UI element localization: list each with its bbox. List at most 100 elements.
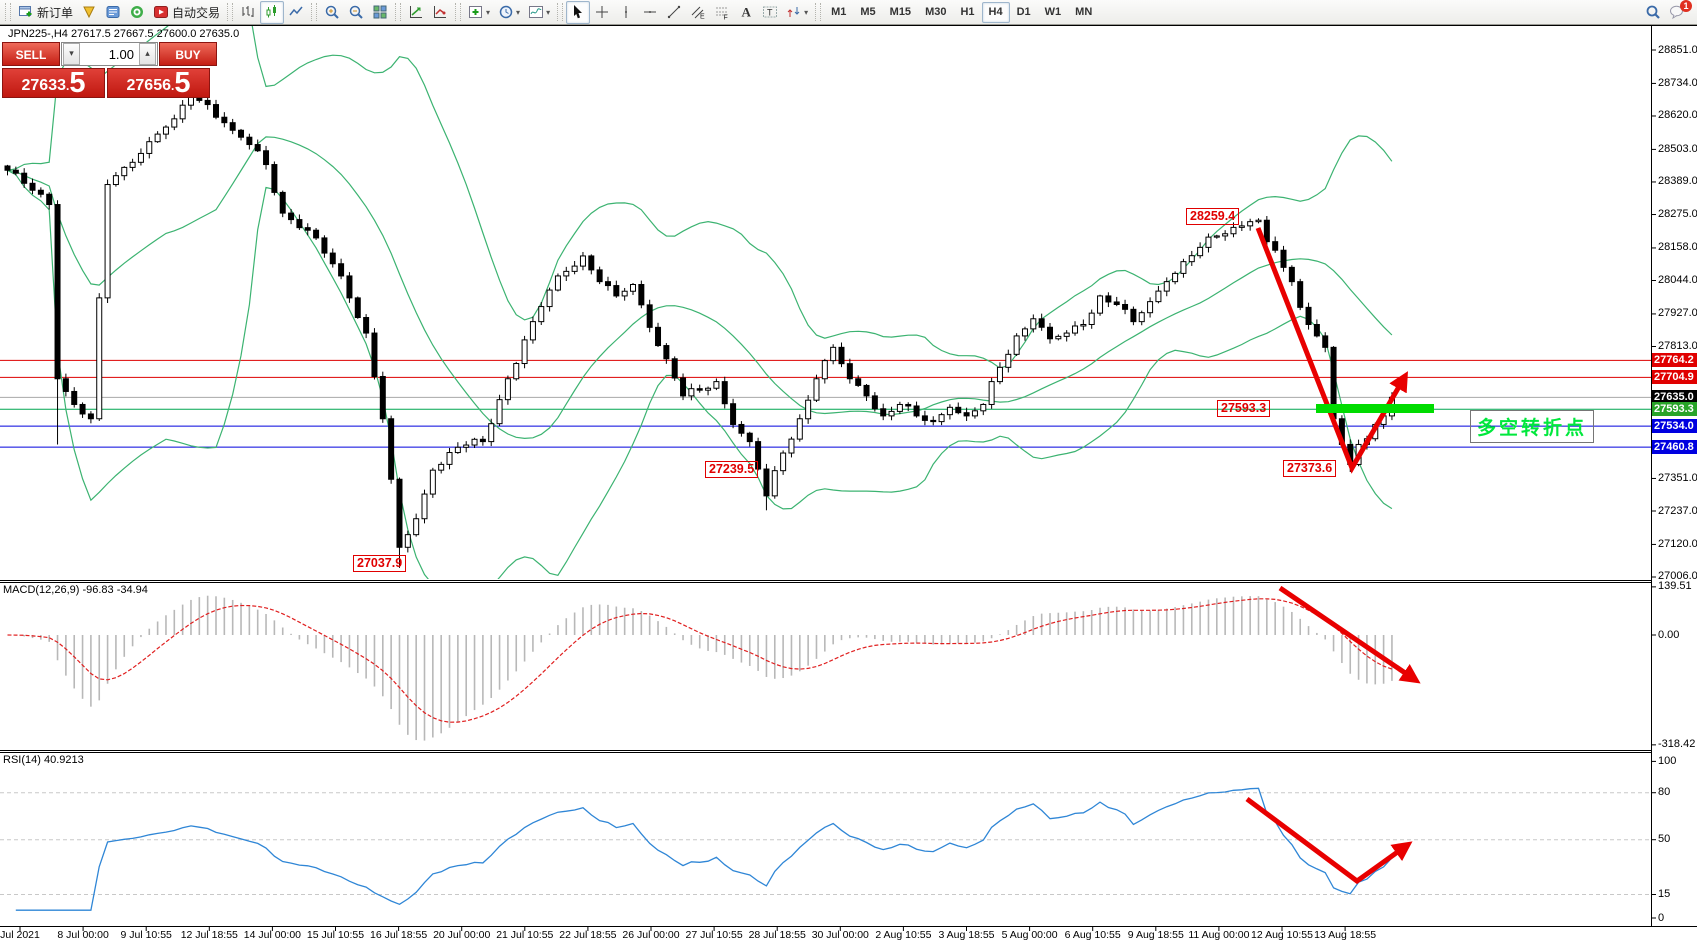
price-axis-tick: 28503.0 (1658, 142, 1697, 155)
price-annotation[interactable]: 27239.5 (705, 461, 759, 478)
template-icon (529, 6, 544, 18)
price-axis-tick: 28275.0 (1658, 208, 1697, 221)
candlestick-chart-button[interactable] (260, 0, 285, 24)
data-window-button[interactable] (101, 1, 125, 24)
date-axis-tick: 13 Aug 18:55 (1314, 929, 1377, 941)
timeframe-MN[interactable]: MN (1075, 5, 1093, 18)
auto-trading-button-label: 自动交易 (172, 5, 221, 20)
volume-decrease-button[interactable]: ▾ (63, 43, 80, 65)
date-axis-tick: 26 Jul 00:00 (622, 929, 680, 941)
buy-price[interactable]: 27656.5 (107, 68, 210, 98)
price-tag: 27534.0 (1652, 419, 1697, 434)
timeframe-M1[interactable]: M1 (831, 5, 847, 18)
template-button[interactable]: ▾ (524, 1, 554, 24)
price-axis-tick: 28734.0 (1658, 76, 1697, 89)
auto-trading-icon (154, 6, 169, 18)
period-button[interactable]: ▾ (494, 1, 524, 24)
timeframe-D1[interactable]: D1 (1016, 5, 1031, 18)
crosshair-button[interactable] (590, 1, 614, 24)
text-button[interactable]: A (734, 1, 758, 24)
price-annotation[interactable]: 27373.6 (1283, 460, 1337, 477)
buy-button[interactable]: BUY (159, 42, 217, 66)
volume-increase-button[interactable]: ▴ (139, 43, 156, 65)
date-axis-tick: 3 Aug 18:55 (938, 929, 995, 941)
timeframe-M30[interactable]: M30 (925, 5, 947, 18)
date-axis-tick: 28 Jul 18:55 (748, 929, 806, 941)
sell-price[interactable]: 27633.5 (2, 68, 105, 98)
bars-icon (242, 6, 254, 17)
price-axis-tick: 27927.0 (1658, 307, 1697, 320)
line-chart-button[interactable] (284, 1, 308, 24)
date-axis-tick: 16 Jul 18:55 (369, 929, 428, 941)
shapes-button[interactable]: ▾ (782, 1, 812, 24)
dropdown-arrow-icon: ▾ (804, 7, 809, 17)
fibo-icon: F (716, 7, 729, 21)
equidistant-channel-button[interactable]: E (686, 1, 710, 24)
price-axis-tick: 27120.0 (1658, 537, 1697, 550)
rsi-axis-tick: 0 (1658, 911, 1665, 924)
linechart-icon (289, 6, 303, 16)
search-icon (1646, 5, 1660, 19)
svg-text:E: E (700, 14, 705, 21)
chart-shift-button[interactable] (428, 1, 452, 24)
timeframe-W1[interactable]: W1 (1044, 5, 1062, 18)
bar-chart-button[interactable] (236, 1, 260, 24)
toolbar-separator (311, 3, 318, 21)
price-annotation[interactable]: 28259.4 (1186, 208, 1240, 225)
chart-title: JPN225-,H4 27617.5 27667.5 27600.0 27635… (8, 28, 240, 40)
zoom-out-button[interactable] (344, 1, 368, 24)
horizontal-line-button[interactable] (638, 1, 662, 24)
trendline-icon (667, 5, 681, 19)
rsi-axis-tick: 50 (1658, 833, 1671, 846)
timeframe-H1[interactable]: H1 (960, 5, 975, 18)
profile-tick-icon (434, 6, 447, 18)
vline-icon (625, 6, 628, 18)
zoom-out-icon (349, 5, 363, 19)
market-watch-button[interactable] (77, 1, 101, 24)
timeframe-M15[interactable]: M15 (889, 5, 912, 18)
macd-axis-tick: 0.00 (1658, 628, 1680, 641)
turning-point-label[interactable]: 多空转折点 (1470, 410, 1595, 443)
auto-scroll-button[interactable] (404, 1, 428, 24)
vertical-line-button[interactable] (614, 1, 638, 24)
timeframe-M5[interactable]: M5 (860, 5, 876, 18)
price-tag: 27593.3 (1652, 402, 1697, 417)
text-icon: A (742, 5, 752, 20)
sell-button[interactable]: SELL (2, 42, 60, 66)
price-annotation[interactable]: 27593.3 (1217, 400, 1271, 417)
add-indicator-button[interactable]: ▾ (464, 1, 494, 24)
support-highlight-bar[interactable] (1316, 404, 1434, 413)
tile-windows-button[interactable] (368, 1, 392, 24)
trendline-button[interactable] (662, 1, 686, 24)
date-axis-tick: 15 Jul 10:55 (306, 929, 365, 941)
text-label-button[interactable]: T (758, 1, 782, 24)
price-annotation[interactable]: 27037.9 (353, 555, 407, 572)
date-axis-tick: 5 Aug 00:00 (1001, 929, 1058, 941)
signals-icon (131, 6, 144, 18)
timeframe-H4[interactable]: H4 (981, 1, 1010, 23)
period-icon (499, 5, 513, 19)
date-axis-tick: 14 Jul 00:00 (243, 929, 301, 941)
svg-text:F: F (724, 15, 728, 21)
notifications-button[interactable]: 1 (1665, 0, 1692, 24)
tile-icon (373, 5, 387, 19)
new-order-button-label: 新订单 (37, 5, 74, 20)
new-order-button[interactable]: 新订单 (14, 1, 77, 24)
price-tag: 27635.0 (1652, 390, 1697, 405)
cursor-button[interactable] (566, 0, 591, 24)
volume-input[interactable] (81, 45, 138, 63)
search-button[interactable] (1641, 1, 1665, 24)
signals-button[interactable] (125, 1, 149, 24)
date-axis-tick: 12 Aug 10:55 (1251, 929, 1313, 941)
price-axis-tick: 28851.0 (1658, 43, 1697, 56)
date-axis-tick: 9 Jul 10:55 (120, 929, 172, 941)
data-window-icon (106, 6, 120, 18)
auto-trading-button[interactable]: 自动交易 (149, 1, 224, 24)
fibonacci-button[interactable]: F (710, 1, 734, 24)
zoom-in-button[interactable] (320, 1, 344, 24)
date-axis-tick: 27 Jul 10:55 (685, 929, 743, 941)
toolbar-separator (395, 3, 402, 21)
price-axis-tick: 27237.0 (1658, 504, 1697, 517)
date-axis-tick: Jul 2021 (0, 929, 40, 941)
